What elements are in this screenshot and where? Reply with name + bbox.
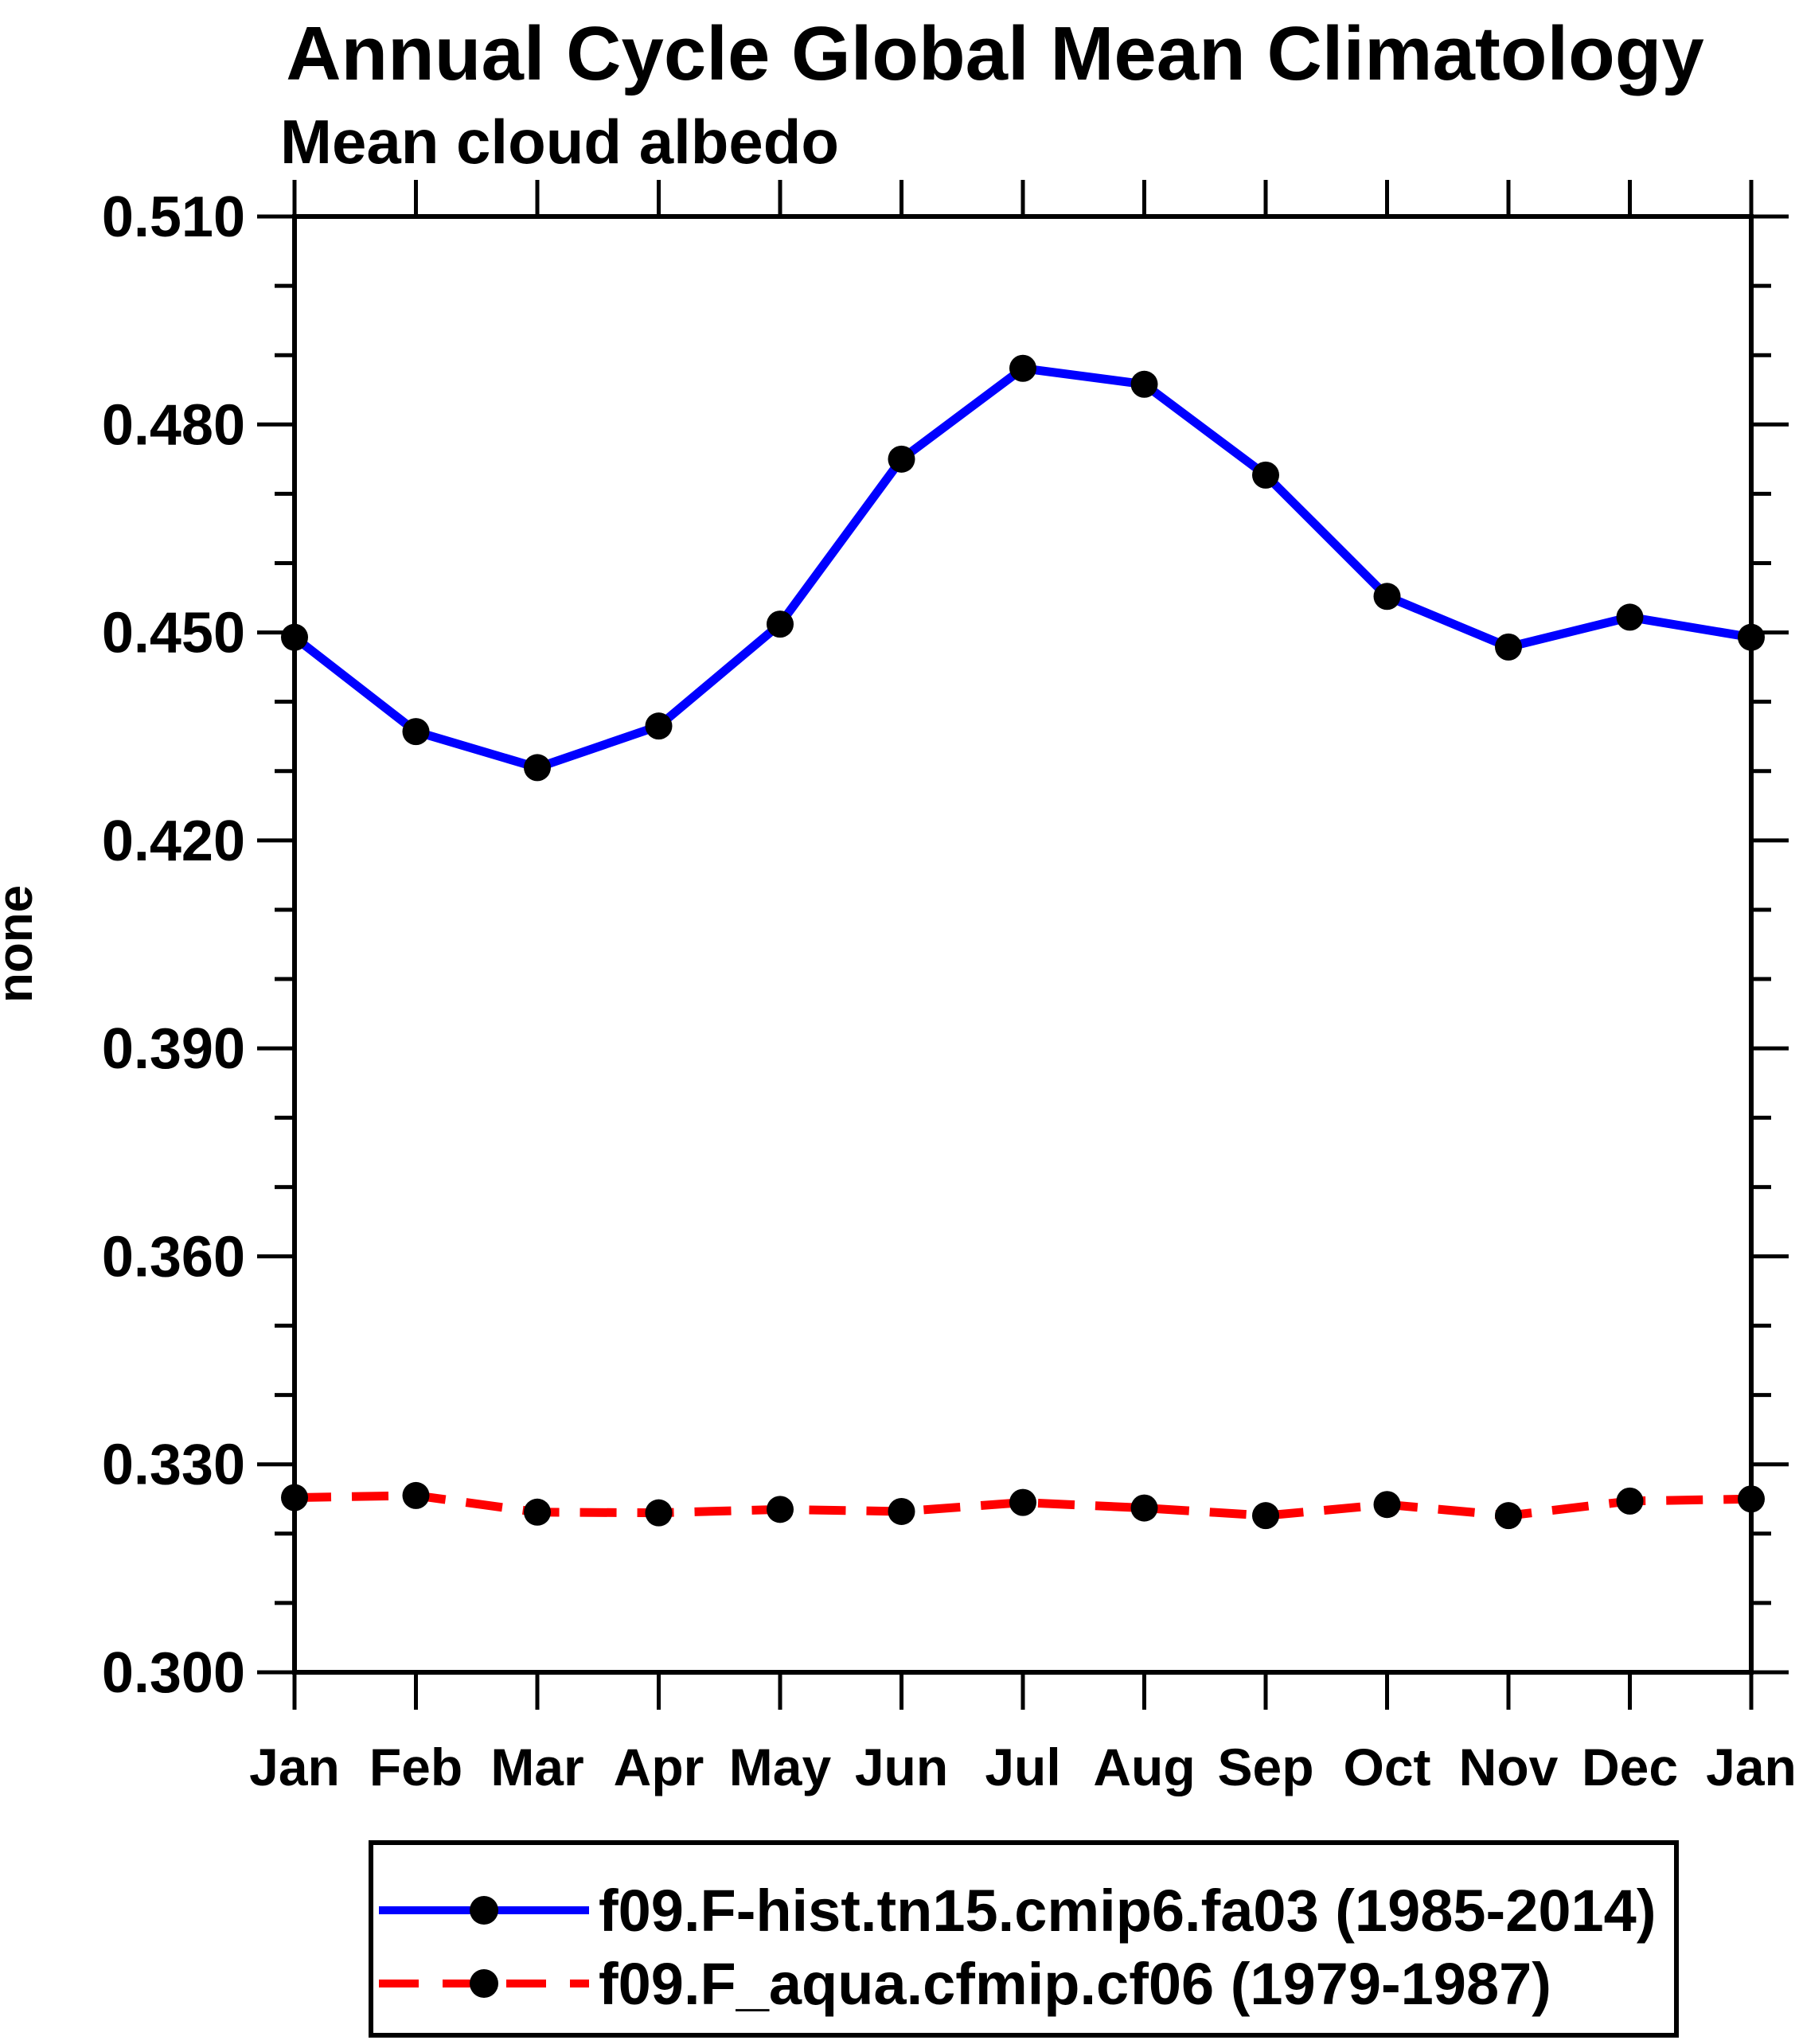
series-0-marker [1495, 633, 1522, 661]
x-tick-label: Nov [1459, 1738, 1559, 1796]
series-1-marker [888, 1497, 915, 1525]
y-tick-label: 0.420 [102, 809, 245, 873]
series-1-marker [1009, 1488, 1036, 1516]
x-tick-label: Jan [1706, 1738, 1797, 1796]
x-tick-label: Aug [1093, 1738, 1195, 1796]
x-tick-label: Mar [490, 1738, 583, 1796]
series-1-marker [645, 1499, 673, 1527]
series-1-marker [1373, 1491, 1401, 1519]
series-0-marker [1009, 354, 1036, 382]
legend-label-1: f09.F_aqua.cfmip.cf06 (1979-1987) [599, 1951, 1551, 2017]
series-1-marker [1252, 1502, 1279, 1530]
y-tick-label: 0.300 [102, 1641, 245, 1705]
x-tick-label: Jan [249, 1738, 340, 1796]
x-tick-label: Sep [1217, 1738, 1313, 1796]
y-tick-label: 0.510 [102, 185, 245, 249]
series-1-marker [281, 1484, 308, 1512]
series-1-marker [524, 1498, 551, 1526]
series-0-marker [524, 754, 551, 782]
series-1-marker [767, 1496, 794, 1523]
legend-label-0: f09.F-hist.tn15.cmip6.fa03 (1985-2014) [599, 1878, 1656, 1944]
x-tick-label: Feb [369, 1738, 462, 1796]
chart-subtitle: Mean cloud albedo [280, 107, 839, 177]
series-0-marker [767, 610, 794, 638]
series-1-marker [1495, 1502, 1522, 1530]
x-tick-label: Jul [985, 1738, 1060, 1796]
plot-axes: 0.300 0.330 0.360 0.390 0.420 0.450 0.480 0.510… [102, 180, 1797, 1796]
chart-title: Annual Cycle Global Mean Climatology [286, 11, 1704, 96]
legend-marker-0 [470, 1896, 498, 1925]
y-tick-label: 0.390 [102, 1017, 245, 1081]
series-0-marker [888, 445, 915, 473]
x-tick-label: Oct [1343, 1738, 1430, 1796]
series-layer [281, 354, 1765, 1530]
y-tick-label: 0.450 [102, 602, 245, 665]
series-0-marker [281, 623, 308, 651]
series-1-marker [1616, 1487, 1644, 1515]
legend: f09.F-hist.tn15.cmip6.fa03 (1985-2014) f0… [369, 1840, 1679, 2038]
series-0-marker [645, 712, 673, 740]
series-1-marker [1738, 1485, 1765, 1513]
y-tick-label: 0.330 [102, 1434, 245, 1497]
x-tick-label: May [729, 1738, 832, 1796]
y-tick-label: 0.480 [102, 393, 245, 457]
series-1-marker [1130, 1494, 1158, 1522]
y-axis-label: none [0, 885, 43, 1003]
legend-marker-1 [470, 1969, 498, 1998]
series-0-marker [1130, 370, 1158, 398]
x-tick-label: Jun [855, 1738, 948, 1796]
series-0-marker [1738, 623, 1765, 651]
x-tick-label: Dec [1582, 1738, 1678, 1796]
series-0-marker [1252, 461, 1279, 489]
series-0-marker [1373, 583, 1401, 610]
legend-box [369, 1840, 1679, 2038]
series-0-marker [402, 718, 430, 746]
y-tick-label: 0.360 [102, 1225, 245, 1289]
series-0-marker [1616, 603, 1644, 631]
x-tick-label: Apr [614, 1738, 704, 1796]
series-1-marker [402, 1481, 430, 1509]
